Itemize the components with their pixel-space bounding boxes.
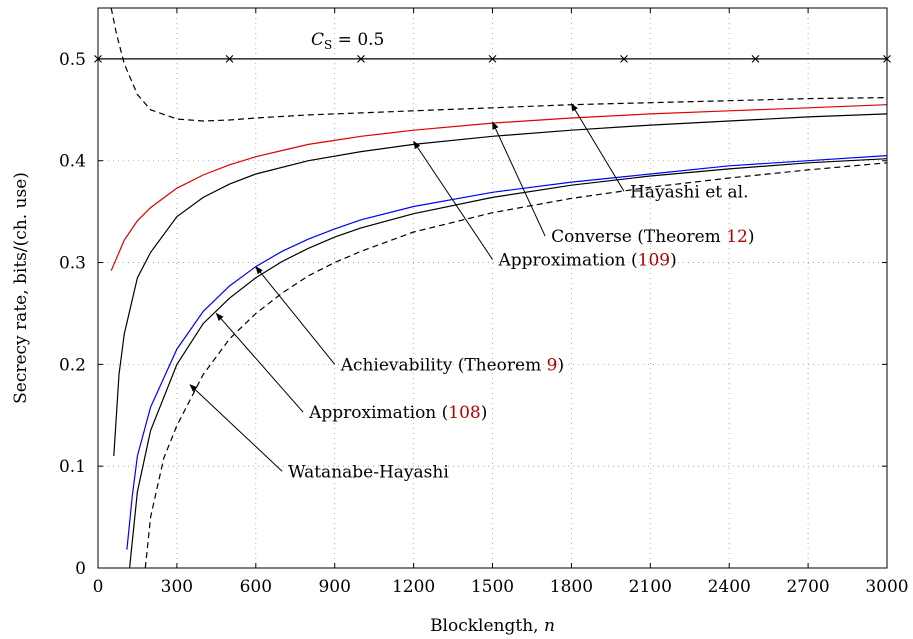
annotation-label-approx108: Approximation (108) xyxy=(308,403,487,423)
annotation-label-converse: Converse (Theorem 12) xyxy=(551,227,754,247)
x-tick-label: 2400 xyxy=(708,577,751,597)
x-tick-label: 1200 xyxy=(392,577,435,597)
x-tick-label: 0 xyxy=(93,577,104,597)
y-axis-ticks: 0 0.1 0.2 0.3 0.4 0.5 xyxy=(59,50,887,579)
grid-lines xyxy=(98,8,887,568)
series-point-capacity xyxy=(883,55,891,63)
series-line-converse xyxy=(110,104,887,271)
series-line-approx109 xyxy=(113,113,887,457)
series-point-capacity xyxy=(357,55,365,63)
series-point-capacity xyxy=(751,55,760,63)
annotation-label-achievability: Achievability (Theorem 9) xyxy=(340,355,564,375)
series-point-capacity xyxy=(620,55,628,63)
x-tick-label: 2100 xyxy=(629,577,672,597)
x-axis-ticks: 0 300 600 900 1200 1500 1800 2100 2400 2700 3000 xyxy=(93,8,909,597)
x-tick-label: 300 xyxy=(161,577,193,597)
annotation-arrow-hayashi xyxy=(570,103,625,192)
x-tick-label: 1500 xyxy=(471,577,514,597)
x-axis-label: Blocklength, n xyxy=(430,616,555,636)
annotation-arrow-converse xyxy=(492,121,546,237)
series-point-capacity xyxy=(225,55,234,63)
y-tick-label: 0.3 xyxy=(59,254,86,274)
annotations-group: Hayashi et al. Converse (Theorem 12) Appro… xyxy=(189,103,754,482)
series-line-approx108 xyxy=(129,158,887,568)
y-tick-label: 0.1 xyxy=(59,457,86,477)
y-tick-label: 0.4 xyxy=(59,152,86,172)
annotation-arrow-approx108 xyxy=(215,312,304,413)
series-line-hayashi xyxy=(110,8,887,122)
y-axis-label: Secrecy rate, bits/(ch. use) xyxy=(11,172,31,404)
annotation-label-watanabe: Watanabe-Hayashi xyxy=(288,462,449,482)
series-point-capacity xyxy=(94,55,102,63)
annotation-arrow-watanabe xyxy=(189,384,283,472)
series-line-watanabe xyxy=(144,162,887,568)
x-tick-label: 900 xyxy=(318,577,350,597)
y-tick-label: 0 xyxy=(75,559,86,579)
annotation-arrow-approx109 xyxy=(413,140,493,260)
x-tick-label: 600 xyxy=(240,577,272,597)
y-tick-label: 0.2 xyxy=(59,355,86,375)
capacity-label: CS = 0.5 xyxy=(311,30,384,52)
series-line-achievability xyxy=(126,155,887,550)
annotation-label-approx109: Approximation (109) xyxy=(498,250,677,270)
x-tick-label: 2700 xyxy=(786,577,829,597)
x-tick-label: 1800 xyxy=(550,577,593,597)
annotation-label-hayashi: Hayashi et al. xyxy=(630,182,749,202)
annotation-arrow-achievability xyxy=(255,265,336,365)
x-tick-label: 3000 xyxy=(865,577,908,597)
y-tick-label: 0.5 xyxy=(59,50,86,70)
series-point-capacity xyxy=(488,55,497,63)
